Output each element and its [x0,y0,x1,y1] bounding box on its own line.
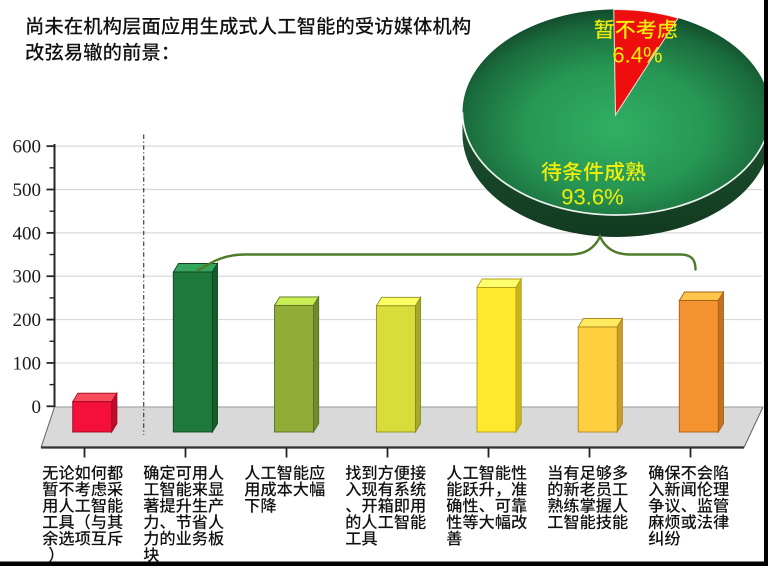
svg-text:100: 100 [13,353,42,374]
svg-text:0: 0 [32,397,42,418]
svg-text:300: 300 [13,267,42,288]
svg-text:500: 500 [13,180,42,201]
svg-text:6.4%: 6.4% [612,42,662,67]
svg-text:600: 600 [13,137,42,158]
svg-text:93.6%: 93.6% [561,185,623,210]
svg-text:400: 400 [13,223,42,244]
svg-text:200: 200 [13,310,42,331]
